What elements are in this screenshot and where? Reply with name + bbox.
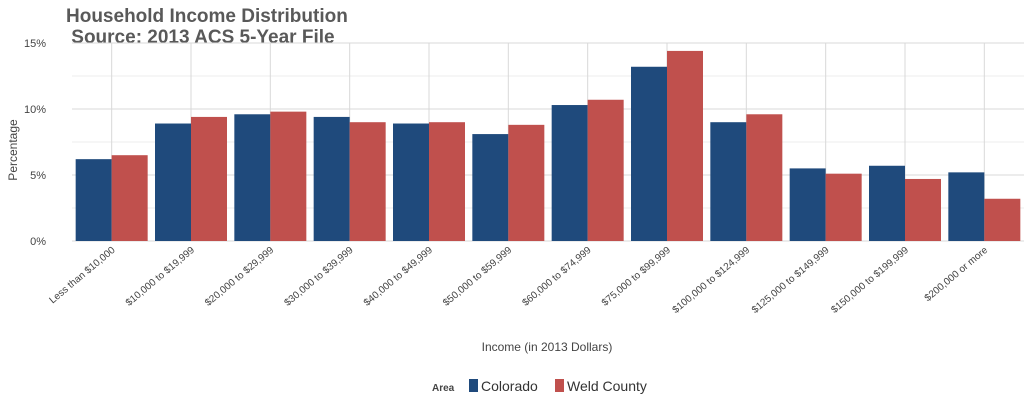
legend-swatch bbox=[555, 379, 564, 392]
bar-weld-county bbox=[984, 198, 1021, 241]
bar-colorado bbox=[234, 114, 271, 241]
y-tick-label: 5% bbox=[30, 170, 46, 182]
bar-weld-county bbox=[587, 99, 624, 241]
bar-colorado bbox=[948, 172, 985, 241]
bar-colorado bbox=[710, 122, 747, 241]
legend-title: Area bbox=[432, 383, 455, 394]
y-axis-title: Percentage bbox=[6, 119, 20, 181]
x-tick-label: Less than $10,000 bbox=[47, 245, 117, 307]
y-tick-label: 15% bbox=[24, 38, 46, 50]
y-tick-label: 0% bbox=[30, 236, 46, 248]
y-tick-label: 10% bbox=[24, 104, 46, 116]
bar-weld-county bbox=[429, 122, 465, 241]
bar-marks bbox=[75, 50, 1021, 241]
bar-colorado bbox=[393, 123, 429, 241]
x-tick-label: $40,000 to $49,999 bbox=[362, 245, 435, 309]
x-tick-label: $200,000 or more bbox=[923, 245, 991, 304]
legend-swatch bbox=[469, 379, 478, 392]
legend-label: Weld County bbox=[567, 378, 647, 394]
bar-colorado bbox=[551, 105, 588, 241]
bar-colorado bbox=[313, 116, 350, 241]
x-tick-label: $30,000 to $39,999 bbox=[282, 245, 355, 309]
bar-weld-county bbox=[191, 116, 227, 241]
x-tick-label: $125,000 to $149,999 bbox=[750, 245, 832, 316]
x-tick-label: $10,000 to $19,999 bbox=[124, 245, 197, 309]
x-tick-label: $100,000 to $124,999 bbox=[671, 245, 753, 316]
x-tick-label: $75,000 to $99,999 bbox=[600, 245, 673, 309]
x-tick-label: $60,000 to $74,999 bbox=[520, 245, 593, 309]
chart-title-line1: Household Income Distribution bbox=[66, 6, 348, 27]
bar-colorado bbox=[75, 159, 112, 241]
bar-weld-county bbox=[111, 155, 148, 241]
bar-colorado bbox=[789, 168, 826, 241]
x-tick-label: $150,000 to $199,999 bbox=[829, 245, 911, 316]
bar-weld-county bbox=[825, 173, 862, 241]
bar-weld-county bbox=[508, 124, 545, 241]
y-tick-labels: 0% 5% 10% 15% bbox=[24, 38, 46, 248]
bar-weld-county bbox=[905, 178, 941, 241]
legend: Area Colorado Weld County bbox=[432, 378, 647, 394]
bar-colorado bbox=[631, 66, 667, 241]
bar-colorado bbox=[155, 123, 191, 241]
bar-weld-county bbox=[746, 114, 783, 241]
bar-weld-county bbox=[270, 111, 307, 241]
legend-label: Colorado bbox=[481, 378, 538, 394]
x-axis-title: Income (in 2013 Dollars) bbox=[482, 340, 613, 354]
bar-colorado bbox=[472, 134, 509, 241]
bar-weld-county bbox=[349, 122, 386, 241]
bar-colorado bbox=[869, 165, 905, 241]
bar-weld-county bbox=[667, 50, 703, 241]
x-tick-label: $50,000 to $59,999 bbox=[441, 245, 514, 309]
x-tick-labels: Less than $10,000 $10,000 to $19,999 $20,0… bbox=[47, 245, 990, 316]
x-tick-label: $20,000 to $29,999 bbox=[203, 245, 276, 309]
